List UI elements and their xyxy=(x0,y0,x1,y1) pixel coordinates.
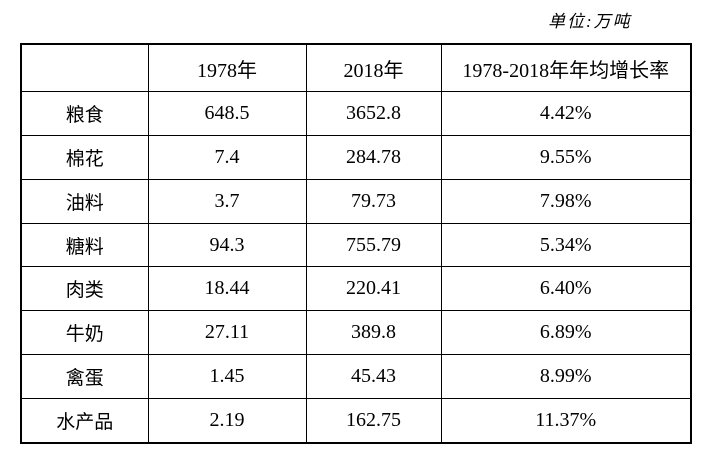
row-label: 糖料 xyxy=(20,222,149,268)
value-1978: 2.19 xyxy=(147,397,307,444)
header-row: 1978年 2018年 1978-2018年年均增长率 xyxy=(20,43,692,93)
value-1978: 3.7 xyxy=(147,178,307,224)
table-row: 牛奶 27.11 389.8 6.89% xyxy=(20,310,692,355)
table-row: 肉类 18.44 220.41 6.40% xyxy=(20,266,692,312)
value-growth: 5.34% xyxy=(440,222,692,268)
row-label: 肉类 xyxy=(20,266,149,312)
value-2018: 79.73 xyxy=(305,178,442,224)
col-header-growth-rate: 1978-2018年年均增长率 xyxy=(440,43,692,93)
row-label: 油料 xyxy=(20,178,149,224)
value-1978: 18.44 xyxy=(147,266,307,312)
value-1978: 648.5 xyxy=(147,91,307,137)
col-header-1978: 1978年 xyxy=(147,43,307,93)
value-2018: 3652.8 xyxy=(305,91,442,137)
value-2018: 755.79 xyxy=(305,222,442,268)
table-row: 禽蛋 1.45 45.43 8.99% xyxy=(20,354,692,399)
value-2018: 162.75 xyxy=(305,397,442,444)
table-row: 糖料 94.3 755.79 5.34% xyxy=(20,222,692,268)
value-growth: 7.98% xyxy=(440,178,692,224)
value-1978: 1.45 xyxy=(147,354,307,399)
value-1978: 94.3 xyxy=(147,222,307,268)
value-2018: 45.43 xyxy=(305,354,442,399)
value-growth: 8.99% xyxy=(440,354,692,399)
row-label: 禽蛋 xyxy=(20,354,149,399)
value-2018: 284.78 xyxy=(305,135,442,180)
unit-label: 单位:万吨 xyxy=(548,12,632,31)
row-label: 棉花 xyxy=(20,135,149,180)
row-label: 牛奶 xyxy=(20,310,149,355)
value-growth: 9.55% xyxy=(440,135,692,180)
value-1978: 27.11 xyxy=(147,310,307,355)
statistics-table: 1978年 2018年 1978-2018年年均增长率 粮食 648.5 365… xyxy=(20,43,692,444)
row-label: 粮食 xyxy=(20,91,149,137)
row-label: 水产品 xyxy=(20,397,149,444)
value-growth: 6.40% xyxy=(440,266,692,312)
value-2018: 220.41 xyxy=(305,266,442,312)
value-1978: 7.4 xyxy=(147,135,307,180)
corner-cell xyxy=(20,43,149,93)
value-growth: 11.37% xyxy=(440,397,692,444)
value-growth: 4.42% xyxy=(440,91,692,137)
table-row: 水产品 2.19 162.75 11.37% xyxy=(20,397,692,444)
col-header-2018: 2018年 xyxy=(305,43,442,93)
table-row: 油料 3.7 79.73 7.98% xyxy=(20,178,692,224)
value-2018: 389.8 xyxy=(305,310,442,355)
value-growth: 6.89% xyxy=(440,310,692,355)
table-row: 粮食 648.5 3652.8 4.42% xyxy=(20,91,692,137)
table-row: 棉花 7.4 284.78 9.55% xyxy=(20,135,692,180)
